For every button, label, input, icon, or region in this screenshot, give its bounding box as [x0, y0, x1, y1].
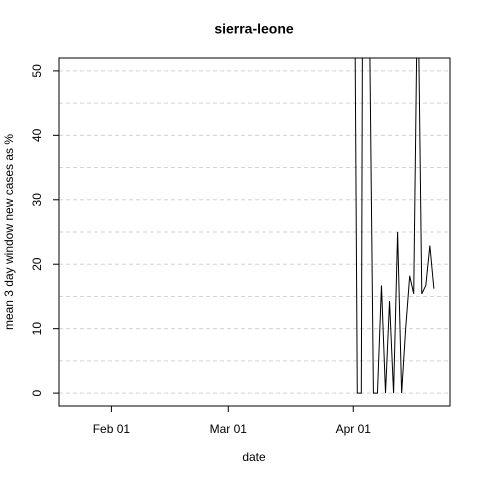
y-axis-label: mean 3 day window new cases as %	[2, 134, 16, 330]
plot-area	[354, 58, 435, 394]
data-line	[354, 58, 435, 394]
chart-title: sierra-leone	[214, 21, 294, 37]
y-tick-label: 40	[30, 128, 44, 142]
x-tick-label: Feb 01	[93, 422, 131, 436]
x-axis-label: date	[242, 450, 266, 464]
grid	[59, 70, 450, 394]
y-tick-label: 30	[30, 193, 44, 207]
x-tick-label: Mar 01	[210, 422, 248, 436]
plot-frame	[58, 57, 451, 407]
y-tick-label: 0	[30, 389, 44, 396]
x-tick-label: Apr 01	[336, 422, 372, 436]
y-tick-label: 20	[30, 257, 44, 271]
y-tick-label: 10	[30, 322, 44, 336]
y-tick-label: 50	[30, 64, 44, 78]
